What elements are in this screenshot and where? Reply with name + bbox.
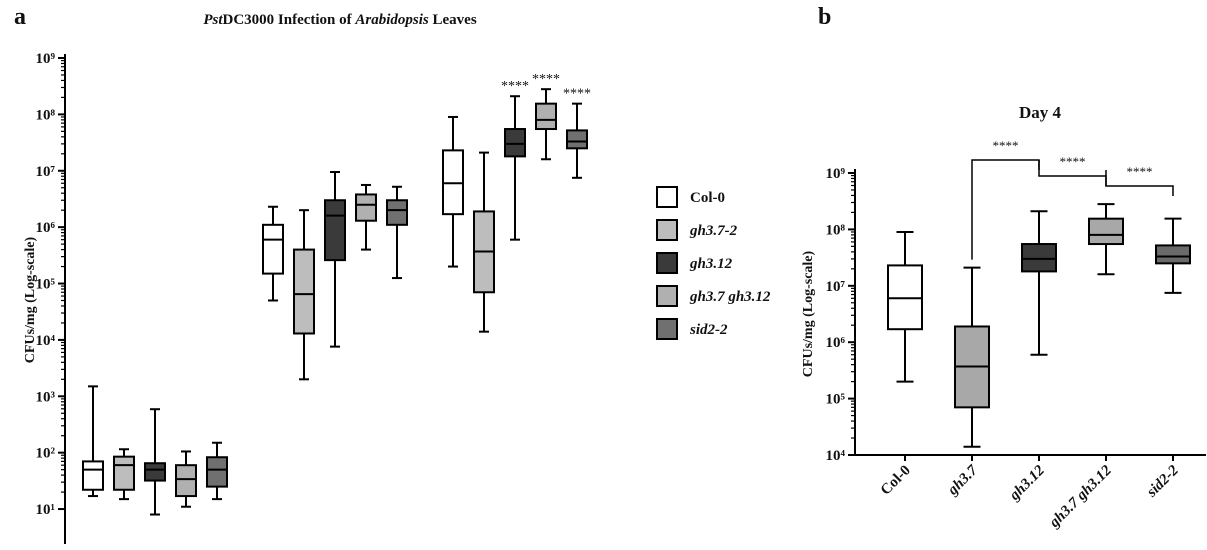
legend-swatch [656, 285, 678, 307]
y-tick-label: 10⁹ [36, 51, 56, 67]
box [324, 199, 346, 262]
box [355, 193, 377, 222]
box [293, 248, 315, 335]
title-part: Leaves [429, 12, 477, 28]
y-tick-label: 10⁶ [826, 335, 846, 351]
y-tick-label: 10⁸ [36, 107, 56, 123]
y-tick-label: 10⁷ [36, 164, 56, 180]
box [1088, 217, 1124, 246]
y-tick-label: 10² [36, 446, 56, 462]
y-axis-label: CFUs/mg (Log-scale) [23, 236, 38, 363]
significance-label: **** [993, 138, 1019, 153]
box [887, 264, 923, 331]
y-tick-label: 10⁷ [826, 279, 846, 295]
title-part: DC3000 Infection of [222, 12, 355, 28]
significance-label: **** [532, 72, 560, 87]
x-tick-label: gh3.7 gh3.12 [1046, 462, 1115, 531]
legend-swatch [656, 252, 678, 274]
y-tick-label: 10⁴ [36, 333, 56, 349]
chart-title: PstDC3000 Infection of Arabidopsis Leave… [203, 12, 477, 28]
box [82, 460, 104, 491]
box [206, 456, 228, 488]
legend-swatch [656, 186, 678, 208]
y-tick-label: 10⁹ [826, 166, 846, 182]
x-tick-label: Col-0 [878, 463, 914, 499]
box [262, 223, 284, 275]
box [175, 464, 197, 498]
y-tick-label: 10⁴ [826, 448, 846, 464]
panel-letter: b [818, 4, 831, 30]
box [504, 128, 526, 158]
significance-label: **** [563, 87, 591, 102]
x-tick-label: gh3.7 [944, 462, 981, 499]
y-tick-label: 10⁶ [36, 220, 56, 236]
legend-label: sid2-2 [689, 322, 728, 338]
legend-label: Col-0 [690, 190, 725, 206]
panel-letter: a [14, 4, 26, 30]
box [442, 149, 464, 216]
significance-label: **** [1060, 154, 1086, 169]
x-tick-label: sid2-2 [1143, 462, 1182, 501]
title-part: Pst [203, 12, 223, 28]
y-tick-label: 10⁸ [826, 222, 846, 238]
box [386, 199, 408, 226]
box [1155, 244, 1191, 265]
significance-label: **** [501, 79, 529, 94]
y-tick-label: 10⁵ [826, 392, 846, 408]
y-tick-label: 10¹ [36, 502, 56, 518]
x-tick-label: gh3.12 [1006, 462, 1048, 504]
box [1021, 243, 1057, 273]
significance-bracket [1105, 170, 1174, 196]
y-tick-label: 10⁵ [36, 277, 56, 293]
significance-label: **** [1127, 164, 1153, 179]
box [566, 129, 588, 150]
legend-label: gh3.12 [689, 256, 733, 272]
legend-label: gh3.7-2 [689, 223, 738, 239]
box [144, 462, 166, 482]
y-tick-label: 10³ [36, 389, 56, 405]
legend-swatch [656, 219, 678, 241]
legend-swatch [656, 318, 678, 340]
legend-label: gh3.7 gh3.12 [689, 289, 771, 305]
box [113, 455, 135, 491]
title-part: Arabidopsis [354, 12, 429, 28]
chart-title: Day 4 [1019, 103, 1062, 122]
y-axis-label: CFUs/mg (Log-scale) [801, 250, 816, 377]
box [535, 102, 557, 131]
